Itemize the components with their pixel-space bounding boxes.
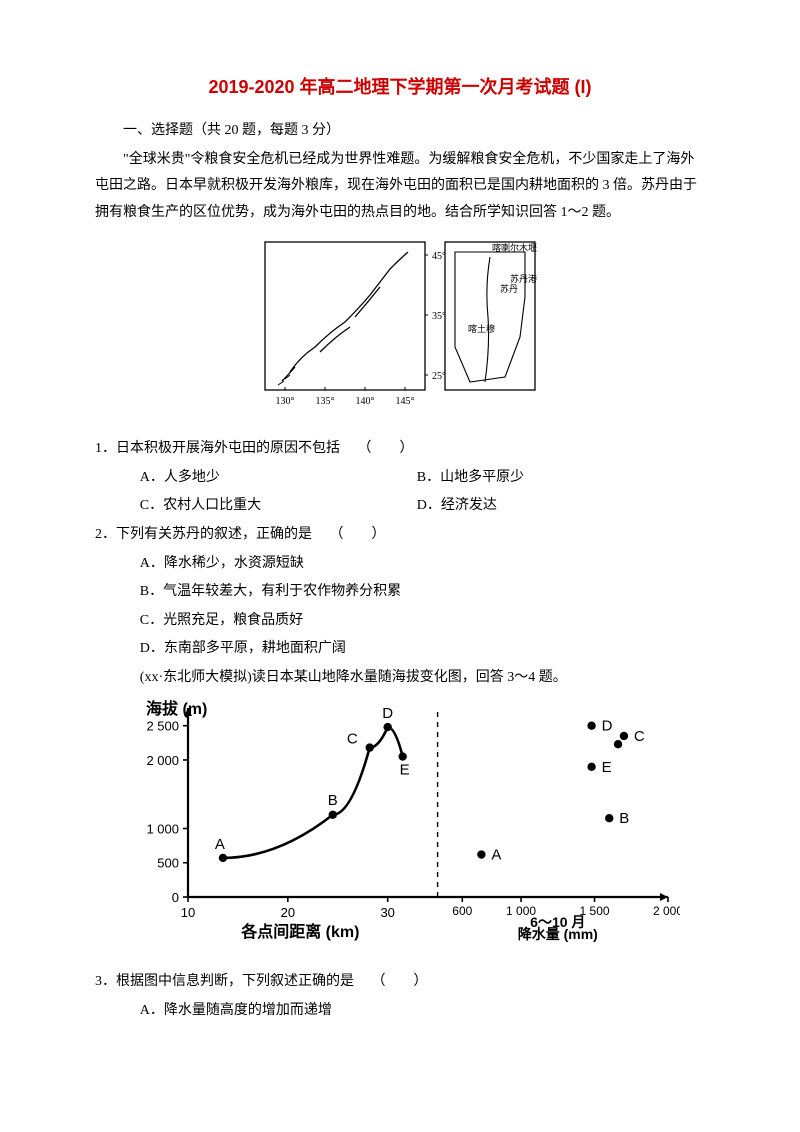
map-figure: 130° 135° 140° 145° 45° 35° 25° 喀喇尔木堰苏丹喀土穆 苏丹港 [95,237,705,423]
svg-text:0: 0 [172,890,179,905]
q1-opt-b: B．山地多平原少 [417,465,694,492]
section-header: 一、选择题（共 20 题，每题 3 分） [95,118,705,145]
elevation-precip-chart: 05001 0002 0002 500海拔 (m)1020306001 0001… [120,700,680,945]
q2-opt-a: A．降水稀少，水资源短缺 [140,551,705,578]
svg-text:A: A [215,835,225,852]
svg-text:2 000: 2 000 [146,752,179,767]
sub-intro: (xx·东北师大模拟)读日本某山地降水量随海拔变化图，回答 3～4 题。 [95,665,705,692]
svg-text:600: 600 [452,904,472,918]
q2-opt-d: D．东南部多平原，耕地面积广阔 [140,636,705,663]
q1-paren: （ ） [358,436,414,463]
q1-opt-a: A．人多地少 [140,465,417,492]
svg-text:苏丹: 苏丹 [500,283,518,294]
q1-opt-d: D．经济发达 [417,493,694,520]
svg-text:D: D [382,705,393,722]
q1-opt-c: C．农村人口比重大 [140,493,417,520]
q2-options: A．降水稀少，水资源短缺 B．气温年较差大，有利于农作物养分积累 C．光照充足，… [95,551,705,665]
svg-text:C: C [347,730,358,747]
svg-text:E: E [400,761,410,778]
svg-text:B: B [328,791,338,808]
svg-text:135°: 135° [316,396,335,407]
question-1: 1．日本积极开展海外屯田的原因不包括 （ ） [95,436,705,463]
svg-text:C: C [634,727,645,744]
svg-text:10: 10 [181,905,195,920]
svg-text:130°: 130° [276,396,295,407]
svg-text:2 500: 2 500 [146,718,179,733]
svg-text:B: B [619,810,629,827]
svg-text:喀土穆: 喀土穆 [468,323,495,334]
svg-text:20: 20 [281,905,295,920]
svg-text:D: D [602,717,613,734]
q3-text: 3．根据图中信息判断，下列叙述正确的是 [95,974,354,989]
q3-opt-a: A．降水量随高度的增加而递增 [140,998,705,1025]
q3-paren: （ ） [372,969,428,996]
q1-options: A．人多地少 B．山地多平原少 C．农村人口比重大 D．经济发达 [95,465,705,522]
q3-options: A．降水量随高度的增加而递增 [95,998,705,1027]
svg-text:35°: 35° [432,311,446,322]
question-3: 3．根据图中信息判断，下列叙述正确的是 （ ） [95,969,705,996]
q2-paren: （ ） [330,522,386,549]
exam-title: 2019-2020 年高二地理下学期第一次月考试题 (I) [95,70,705,104]
svg-text:25°: 25° [432,371,446,382]
svg-text:喀喇尔木堰: 喀喇尔木堰 [492,242,537,253]
svg-text:140°: 140° [356,396,375,407]
svg-text:海拔 (m): 海拔 (m) [146,700,207,718]
svg-text:500: 500 [157,855,179,870]
svg-text:降水量 (mm): 降水量 (mm) [518,926,598,942]
svg-text:2 000: 2 000 [653,904,680,918]
svg-text:145°: 145° [396,396,415,407]
svg-text:E: E [602,758,612,775]
japan-sudan-map: 130° 135° 140° 145° 45° 35° 25° 喀喇尔木堰苏丹喀土穆 苏丹港 [260,237,540,412]
svg-text:各点间距离 (km): 各点间距离 (km) [240,922,359,941]
q1-text: 1．日本积极开展海外屯田的原因不包括 [95,441,340,456]
q2-opt-b: B．气温年较差大，有利于农作物养分积累 [140,579,705,606]
intro-paragraph: "全球米贵"令粮食安全危机已经成为世界性难题。为缓解粮食安全危机，不少国家走上了… [95,147,705,227]
svg-text:45°: 45° [432,251,446,262]
svg-text:30: 30 [380,905,394,920]
chart-figure: 05001 0002 0002 500海拔 (m)1020306001 0001… [95,700,705,956]
svg-text:苏丹港: 苏丹港 [510,273,537,284]
svg-text:A: A [491,846,501,863]
q2-opt-c: C．光照充足，粮食品质好 [140,608,705,635]
q2-text: 2．下列有关苏丹的叙述，正确的是 [95,527,312,542]
svg-text:1 000: 1 000 [146,821,179,836]
question-2: 2．下列有关苏丹的叙述，正确的是 （ ） [95,522,705,549]
